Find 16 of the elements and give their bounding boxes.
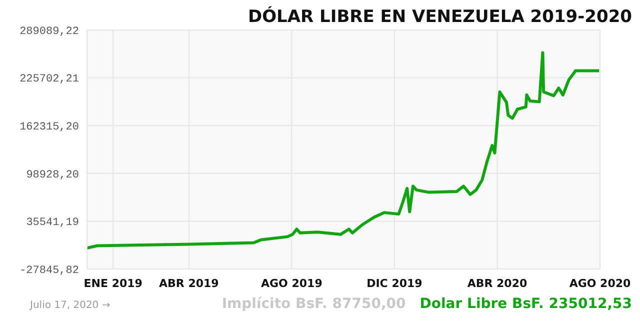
y-tick-label: 35541,19 <box>26 217 79 230</box>
y-tick-label: -27845,82 <box>20 264 79 277</box>
x-tick-label: ENE 2019 <box>84 277 142 290</box>
x-tick-label: DIC 2019 <box>366 277 422 290</box>
line-series <box>87 51 600 250</box>
text: Dolar Libre BsF. 235012,53 <box>420 296 632 312</box>
x-tick-label: AGO 2019 <box>261 277 322 290</box>
text: Julio 17, 2020 → <box>30 300 110 311</box>
x-tick-label: ABR 2020 <box>467 277 528 290</box>
y-tick-label: 98928,20 <box>26 169 79 182</box>
x-tick-label: ABR 2019 <box>159 277 219 290</box>
y-tick-label: 162315,20 <box>20 122 79 134</box>
x-tick-label: AGO 2020 <box>569 277 632 290</box>
chart-title: DÓLAR LIBRE EN VENEZUELA 2019-2020 <box>248 7 632 27</box>
y-tick-label: 289089,22 <box>20 26 79 38</box>
y-tick-label: 225702,21 <box>20 74 80 86</box>
